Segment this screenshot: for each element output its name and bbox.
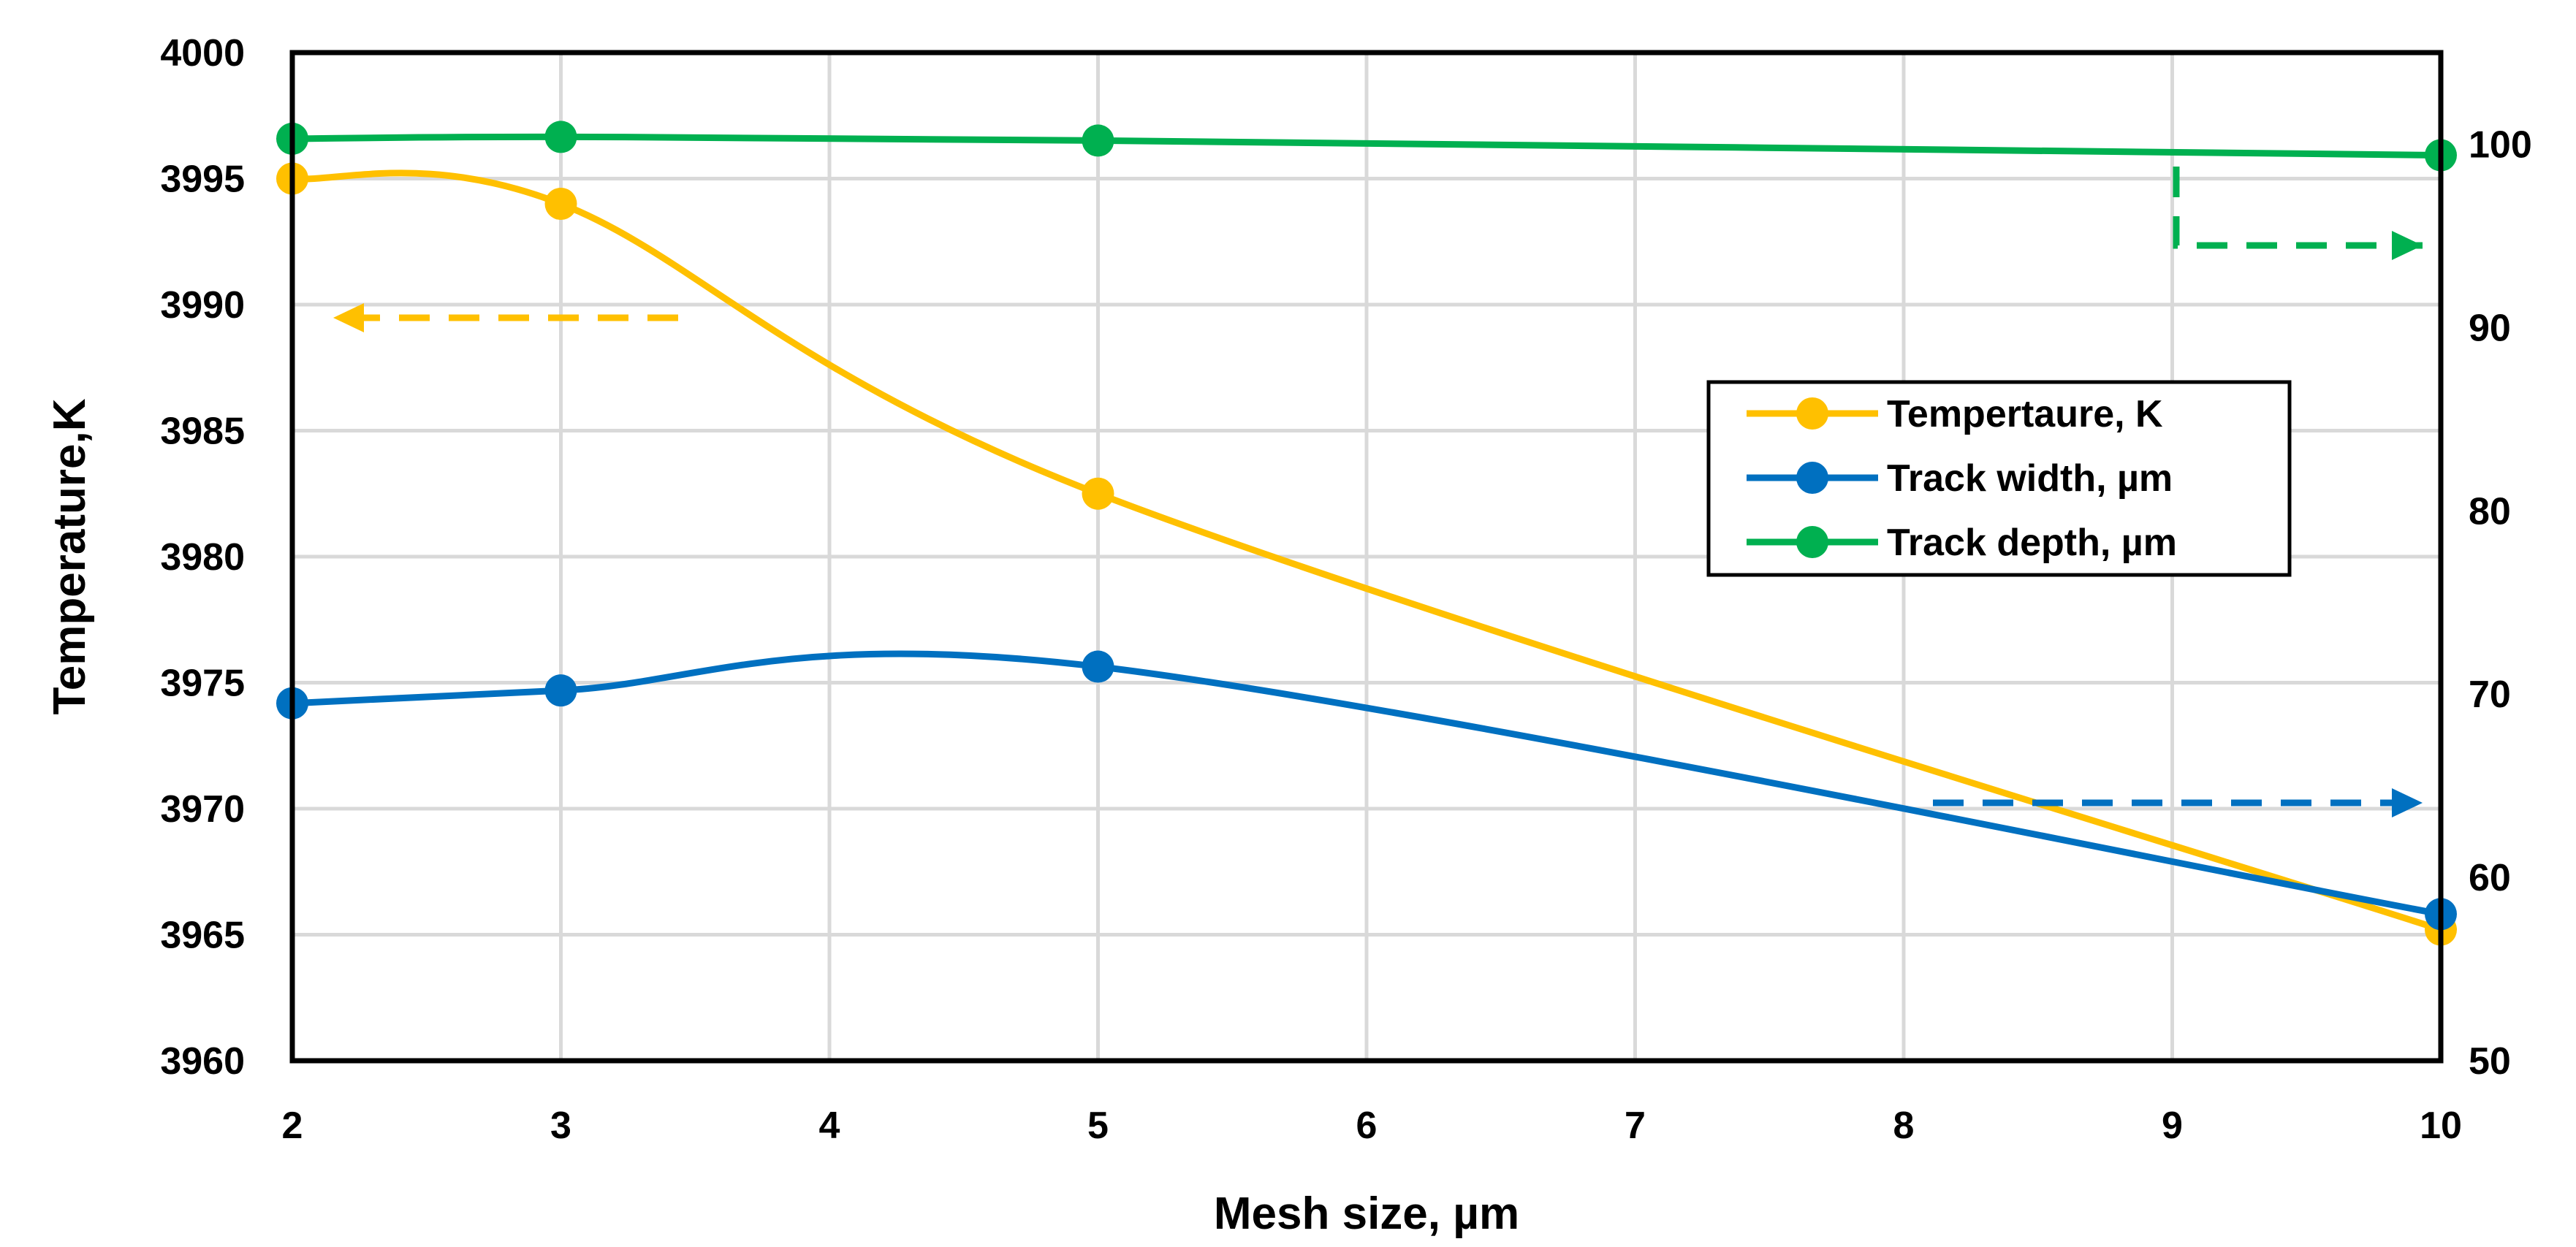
y-tick-label: 3990 (160, 284, 245, 327)
y2-tick-labels: 50 60 70 80 90 100 (2469, 123, 2532, 1083)
y2-tick-label: 90 (2469, 307, 2511, 349)
legend-label: Track width, µm (1887, 457, 2173, 500)
data-point-track-depth (1082, 124, 1114, 157)
x-tick-label: 7 (1625, 1105, 1646, 1147)
y-axis-title: Temperature,K (45, 398, 95, 714)
arrow-width-right (1933, 788, 2423, 817)
legend-swatch-marker (1796, 462, 1828, 494)
x-tick-label: 9 (2162, 1105, 2183, 1147)
x-tick-label: 2 (282, 1105, 303, 1147)
y-tick-label: 3980 (160, 536, 245, 579)
x-tick-label: 4 (819, 1105, 840, 1147)
x-tick-label: 6 (1356, 1105, 1378, 1147)
arrow-temperature-left-head (333, 303, 364, 332)
legend: Tempertaure, K Track width, µm Track depth… (1706, 380, 2292, 577)
y-tick-label: 3985 (160, 411, 245, 453)
arrow-depth-right (2173, 167, 2423, 260)
legend-label: Tempertaure, K (1887, 393, 2163, 435)
y-tick-label: 3970 (160, 788, 245, 831)
y-tick-labels: 3960 3965 3970 3975 3980 3985 3990 3995 4000 (160, 32, 245, 1083)
data-point-tempertaure (544, 188, 577, 220)
series-track-depth (276, 121, 2457, 172)
y-tick-label: 3975 (160, 663, 245, 705)
y2-tick-label: 80 (2469, 490, 2511, 533)
series-track-width (276, 650, 2457, 931)
y-tick-label: 3965 (160, 915, 245, 957)
arrow-width-right-head (2392, 788, 2423, 817)
series-layer (276, 121, 2457, 946)
plot-frame (289, 50, 2444, 1064)
x-tick-label: 10 (2420, 1105, 2462, 1147)
arrow-depth-right-line (2173, 167, 2423, 249)
data-point-track-width (1082, 650, 1114, 683)
series-line-tempertaure (292, 169, 2442, 933)
data-point-tempertaure (1082, 477, 1114, 510)
series-line-track-width (292, 650, 2442, 918)
y2-tick-label: 50 (2469, 1040, 2511, 1083)
y2-tick-label: 100 (2469, 123, 2532, 166)
y-tick-label: 3960 (160, 1040, 245, 1083)
legend-swatch-marker (1796, 397, 1828, 430)
y-tick-label: 4000 (160, 32, 245, 75)
arrow-depth-right-head (2392, 231, 2423, 260)
legend-label: Track depth, µm (1887, 522, 2177, 564)
y2-tick-label: 60 (2469, 857, 2511, 899)
series-line-track-depth (292, 133, 2442, 159)
x-tick-labels: 2 3 4 5 6 7 8 9 10 (282, 1105, 2462, 1147)
y-tick-label: 3995 (160, 159, 245, 201)
x-tick-label: 5 (1087, 1105, 1109, 1147)
x-axis-title: Mesh size, µm (1214, 1189, 1519, 1239)
y2-tick-label: 70 (2469, 674, 2511, 716)
data-point-track-depth (544, 121, 577, 153)
x-tick-label: 3 (550, 1105, 571, 1147)
x-tick-label: 8 (1893, 1105, 1915, 1147)
arrow-temperature-left (333, 303, 678, 332)
data-point-track-width (544, 674, 577, 707)
legend-swatch-marker (1796, 526, 1828, 558)
axis-arrows (333, 167, 2423, 817)
